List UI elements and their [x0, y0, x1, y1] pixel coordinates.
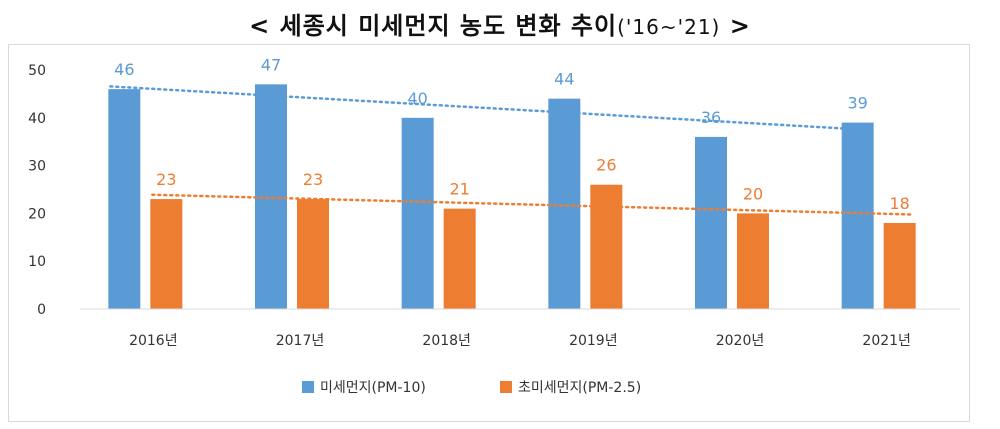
- trendlines: [109, 85, 915, 216]
- chart-title: < 세종시 미세먼지 농도 변화 추이('16~'21) >: [0, 6, 1000, 41]
- data-label-pm10: 44: [554, 70, 574, 89]
- bar-pm25: [737, 213, 769, 309]
- bar-pm25: [590, 184, 623, 309]
- legend-label-pm10: 미세먼지(PM-10): [320, 380, 426, 396]
- data-label-pm10: 46: [114, 60, 134, 79]
- legend-swatch-pm25: [500, 381, 512, 393]
- bar-pm10: [108, 89, 141, 310]
- data-label-pm25: 20: [743, 184, 763, 203]
- data-label-pm25: 23: [156, 170, 176, 189]
- y-axis: 0 10 20 30 40 50: [28, 63, 46, 318]
- legend-label-pm25: 초미세먼지(PM-2.5): [518, 380, 641, 396]
- data-label-pm10: 36: [701, 108, 721, 127]
- x-category-label: 2018년: [422, 333, 471, 349]
- bar-pm25: [150, 199, 183, 309]
- x-category-label: 2016년: [129, 333, 178, 349]
- data-label-pm10: 47: [261, 55, 281, 74]
- bar-pm10: [548, 98, 581, 310]
- bar-pm10: [695, 136, 727, 309]
- x-category-label: 2019년: [569, 333, 618, 349]
- bar-pm25: [443, 208, 476, 309]
- data-label-pm25: 23: [303, 170, 323, 189]
- y-tick-label: 10: [28, 254, 46, 270]
- data-label-pm25: 21: [449, 180, 469, 199]
- data-labels: 46 23 47 23 40 21 44 26 36 20 39 18: [114, 55, 910, 213]
- title-period: ('16~'21): [617, 15, 721, 39]
- data-label-pm10: 40: [407, 89, 427, 108]
- bar-pm25: [883, 222, 916, 309]
- legend-swatch-pm10: [302, 381, 314, 393]
- x-category-label: 2017년: [276, 333, 325, 349]
- y-tick-label: 0: [37, 302, 46, 318]
- y-tick-label: 50: [28, 63, 46, 79]
- bar-pm10: [841, 122, 874, 309]
- title-end: >: [720, 12, 751, 40]
- title-main: < 세종시 미세먼지 농도 변화 추이: [249, 12, 618, 40]
- legend: 미세먼지(PM-10) 초미세먼지(PM-2.5): [302, 380, 641, 396]
- x-category-label: 2021년: [862, 333, 911, 349]
- bars: [108, 84, 916, 310]
- x-category-label: 2020년: [716, 333, 765, 349]
- chart-frame: [8, 44, 970, 422]
- x-axis: 2016년 2017년 2018년 2019년 2020년 2021년: [80, 308, 960, 349]
- bar-pm10: [401, 117, 434, 309]
- trendline-pm25: [151, 193, 915, 216]
- bar-pm25: [297, 199, 329, 309]
- y-tick-label: 20: [28, 206, 46, 222]
- data-label-pm10: 39: [847, 94, 867, 113]
- data-label-pm25: 26: [596, 156, 616, 175]
- y-tick-label: 40: [28, 111, 46, 127]
- trendline-pm10: [109, 85, 873, 132]
- data-label-pm25: 18: [889, 194, 909, 213]
- y-tick-label: 30: [28, 159, 46, 175]
